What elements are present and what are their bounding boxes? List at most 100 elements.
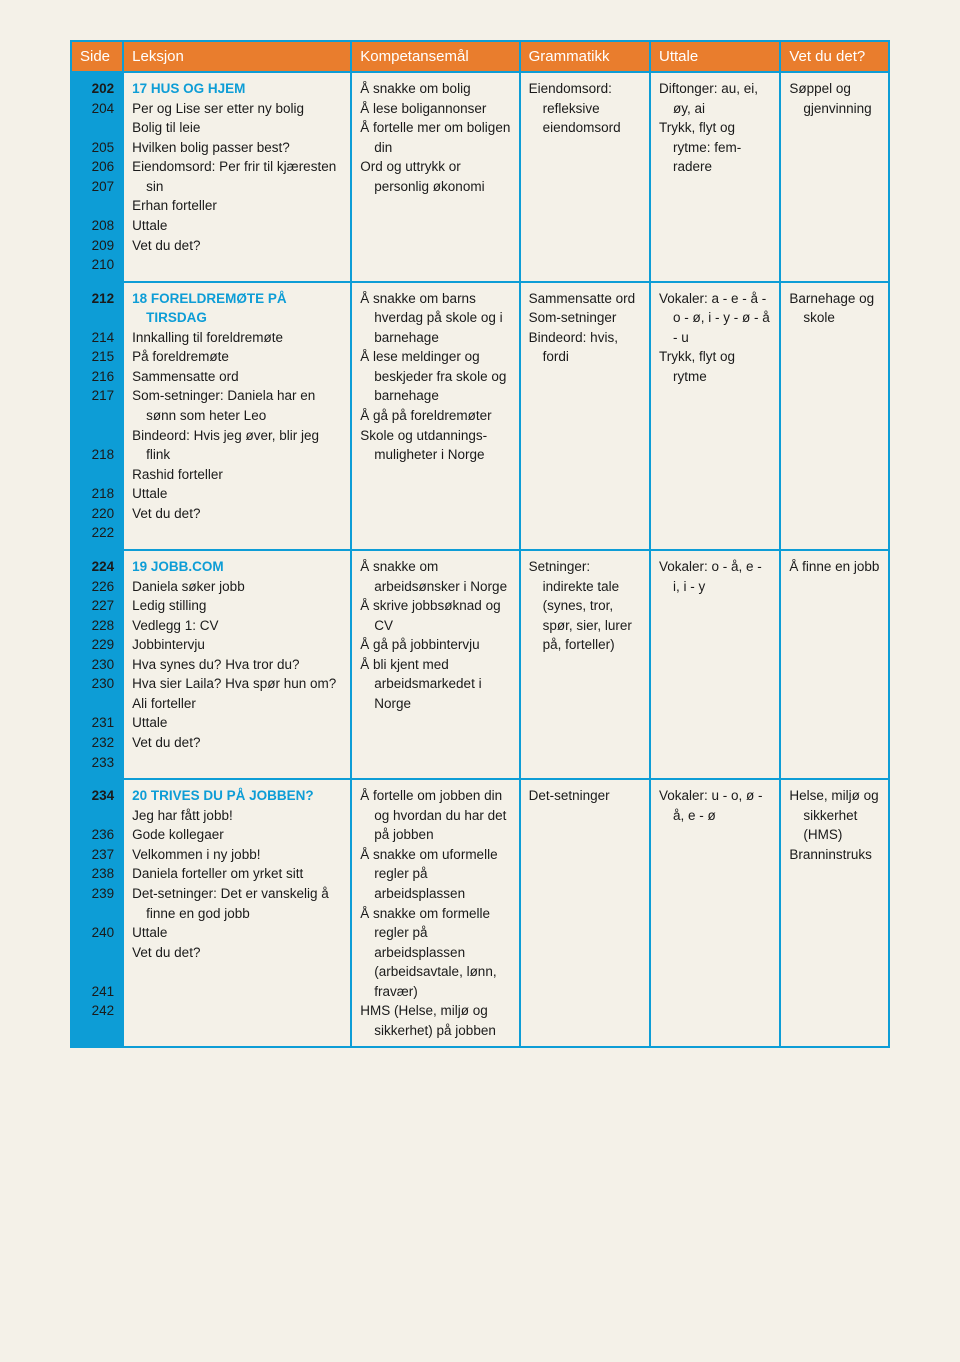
page-number: 215 bbox=[80, 347, 114, 367]
lesson-item: Hva synes du? Hva tror du? bbox=[132, 655, 342, 675]
table-row: 224226227228229230230 23123223319 JOBB.C… bbox=[71, 550, 889, 779]
vetdudet-cell-item: Helse, miljø og sikkerhet (HMS) bbox=[789, 786, 880, 845]
kompetansemaal-cell: Å snakke om barns hverdag på skole og i … bbox=[351, 282, 519, 550]
col-lesson: Leksjon bbox=[123, 41, 351, 72]
lesson-item: Vet du det? bbox=[132, 733, 342, 753]
kompetansemaal-cell: Å snakke om arbeidsønsker i NorgeÅ skriv… bbox=[351, 550, 519, 779]
page-number bbox=[80, 806, 114, 826]
vetdudet-cell: Søppel og gjen­vinning bbox=[780, 72, 889, 282]
kompetansemaal-cell-item: Ord og uttrykk or personlig økonomi bbox=[360, 157, 510, 196]
page-number: 214 bbox=[80, 328, 114, 348]
table-row: 202204 205206207 20820921017 HUS OG HJEM… bbox=[71, 72, 889, 282]
uttale-cell-item: Vokaler: a - e - å - o - ø, i - y - ø - … bbox=[659, 289, 771, 348]
page-number: 222 bbox=[80, 523, 114, 543]
uttale-cell: Vokaler: u - o, ø - å, e - ø bbox=[650, 779, 780, 1047]
page-number: 239 bbox=[80, 884, 114, 904]
grammatikk-cell-item: Som-setninger bbox=[529, 308, 641, 328]
lesson-title: 17 HUS OG HJEM bbox=[132, 79, 342, 99]
page-number: 230 bbox=[80, 655, 114, 675]
kompetansemaal-cell: Å snakke om boligÅ lese boligannonserÅ f… bbox=[351, 72, 519, 282]
lesson-item: Bindeord: Hvis jeg øver, blir jeg flink bbox=[132, 426, 342, 465]
page-number: 233 bbox=[80, 753, 114, 773]
lesson-title: 19 JOBB.COM bbox=[132, 557, 342, 577]
lesson-item: Jobbintervju bbox=[132, 635, 342, 655]
col-uttale: Uttale bbox=[650, 41, 780, 72]
page-number bbox=[80, 962, 114, 982]
page-number: 228 bbox=[80, 616, 114, 636]
page-number: 205 bbox=[80, 138, 114, 158]
page-number: 206 bbox=[80, 157, 114, 177]
vetdudet-cell-item: Å finne en jobb bbox=[789, 557, 880, 577]
lesson-item: Erhan forteller bbox=[132, 196, 342, 216]
grammatikk-cell-item: Sammensatte ord bbox=[529, 289, 641, 309]
lesson-item: Ali forteller bbox=[132, 694, 342, 714]
page-number: 229 bbox=[80, 635, 114, 655]
lesson-item: Vet du det? bbox=[132, 943, 342, 963]
page-number bbox=[80, 943, 114, 963]
uttale-cell: Diftonger: au, ei, øy, aiTrykk, flyt og … bbox=[650, 72, 780, 282]
page-number: 207 bbox=[80, 177, 114, 197]
header-row: Side Leksjon Kompetansemål Grammatikk Ut… bbox=[71, 41, 889, 72]
table-row: 234 236237238239 240 241242 20 TRIVES DU … bbox=[71, 779, 889, 1047]
page-number: 212 bbox=[80, 289, 114, 309]
kompetansemaal-cell-item: HMS (Helse, miljø og sikkerhet) på jobbe… bbox=[360, 1001, 510, 1040]
kompetansemaal-cell-item: Å skrive jobbsøknad og CV bbox=[360, 596, 510, 635]
vetdudet-cell-item: Barnehage og skole bbox=[789, 289, 880, 328]
lesson-item: Bolig til leie bbox=[132, 118, 342, 138]
kompetansemaal-cell-item: Å snakke om uformelle regler på arbeidsp… bbox=[360, 845, 510, 904]
curriculum-table: Side Leksjon Kompetansemål Grammatikk Ut… bbox=[70, 40, 890, 1048]
page-number: 241 bbox=[80, 982, 114, 1002]
side-cell: 234 236237238239 240 241242 bbox=[71, 779, 123, 1047]
kompetansemaal-cell-item: Å snakke om arbeidsønsker i Norge bbox=[360, 557, 510, 596]
page-container: Side Leksjon Kompetansemål Grammatikk Ut… bbox=[0, 0, 960, 1362]
uttale-cell: Vokaler: o - å, e - i, i - y bbox=[650, 550, 780, 779]
page-number: 231 bbox=[80, 713, 114, 733]
kompetansemaal-cell-item: Å fortelle mer om boligen din bbox=[360, 118, 510, 157]
table-body: 202204 205206207 20820921017 HUS OG HJEM… bbox=[71, 72, 889, 1047]
page-number: 210 bbox=[80, 255, 114, 275]
kompetansemaal-cell-item: Å lese meldinger og beskjeder fra skole … bbox=[360, 347, 510, 406]
page-number: 232 bbox=[80, 733, 114, 753]
vetdudet-cell: Å finne en jobb bbox=[780, 550, 889, 779]
lesson-item: Gode kollegaer bbox=[132, 825, 342, 845]
page-number bbox=[80, 426, 114, 446]
page-number: 220 bbox=[80, 504, 114, 524]
kompetansemaal-cell-item: Å snakke om barns hverdag på skole og i … bbox=[360, 289, 510, 348]
lesson-title: 20 TRIVES DU PÅ JOBBEN? bbox=[132, 786, 342, 806]
kompetansemaal-cell-item: Å snakke om formelle regler på arbeidspl… bbox=[360, 904, 510, 1002]
kompetansemaal-cell-item: Å lese boligannonser bbox=[360, 99, 510, 119]
page-number: 217 bbox=[80, 386, 114, 406]
uttale-cell-item: Trykk, flyt og rytme bbox=[659, 347, 771, 386]
grammatikk-cell-item: Eiendomsord: refleksive eiendoms­ord bbox=[529, 79, 641, 138]
page-number: 224 bbox=[80, 557, 114, 577]
lesson-item: Uttale bbox=[132, 216, 342, 236]
lesson-item: Eiendomsord: Per frir til kjæresten sin bbox=[132, 157, 342, 196]
kompetansemaal-cell-item: Å gå på jobbintervju bbox=[360, 635, 510, 655]
page-number bbox=[80, 406, 114, 426]
page-number: 218 bbox=[80, 484, 114, 504]
page-number: 238 bbox=[80, 864, 114, 884]
kompetansemaal-cell-item: Å fortelle om jobben din og hvordan du h… bbox=[360, 786, 510, 845]
lesson-item: Daniela forteller om yrket sitt bbox=[132, 864, 342, 884]
page-number: 227 bbox=[80, 596, 114, 616]
lesson-cell: 19 JOBB.COMDaniela søker jobbLedig still… bbox=[123, 550, 351, 779]
page-number: 209 bbox=[80, 236, 114, 256]
kompetansemaal-cell-item: Å bli kjent med arbeidsmarkedet i Norge bbox=[360, 655, 510, 714]
lesson-item: Vet du det? bbox=[132, 504, 342, 524]
kompetansemaal-cell-item: Skole og utdannings­muligheter i Norge bbox=[360, 426, 510, 465]
col-vet: Vet du det? bbox=[780, 41, 889, 72]
page-number: 236 bbox=[80, 825, 114, 845]
grammatikk-cell: Eiendomsord: refleksive eiendoms­ord bbox=[520, 72, 650, 282]
grammatikk-cell: Sammensatte ordSom-setningerBindeord: hv… bbox=[520, 282, 650, 550]
page-number bbox=[80, 465, 114, 485]
lesson-item: Per og Lise ser etter ny bolig bbox=[132, 99, 342, 119]
lesson-item: Vet du det? bbox=[132, 236, 342, 256]
vetdudet-cell: Barnehage og skole bbox=[780, 282, 889, 550]
lesson-item: Sammensatte ord bbox=[132, 367, 342, 387]
lesson-item: Hvilken bolig passer best? bbox=[132, 138, 342, 158]
uttale-cell-item: Vokaler: u - o, ø - å, e - ø bbox=[659, 786, 771, 825]
lesson-item: Innkalling til foreldremøte bbox=[132, 328, 342, 348]
page-number: 234 bbox=[80, 786, 114, 806]
page-number bbox=[80, 308, 114, 328]
grammatikk-cell-item: Setninger: indirekte tale (synes, tror, … bbox=[529, 557, 641, 655]
